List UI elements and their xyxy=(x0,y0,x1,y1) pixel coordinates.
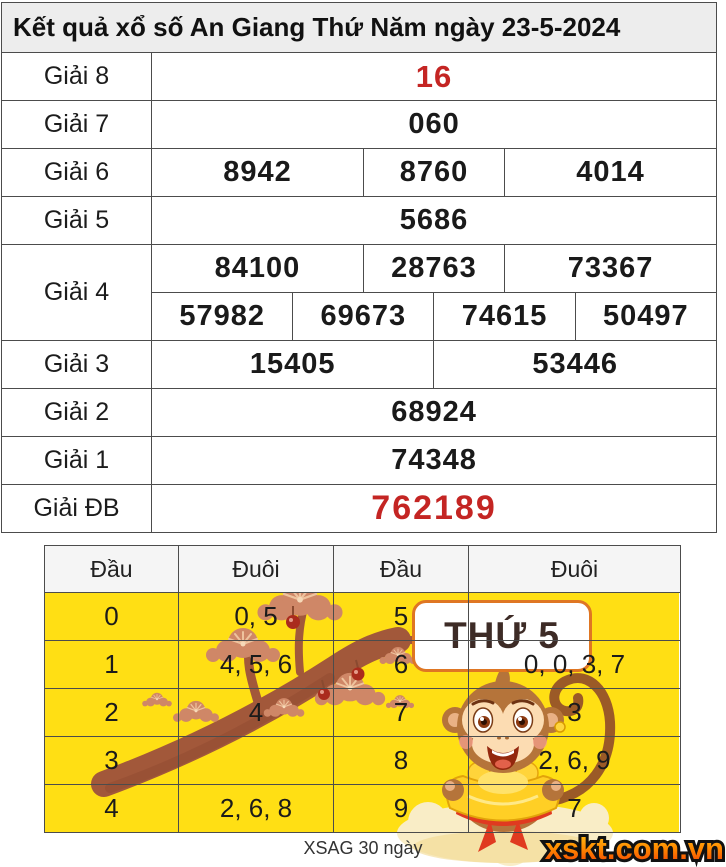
head-tail-table: Đầu Đuôi Đầu Đuôi 0 0, 5 5 1 4, 5, 6 6 0… xyxy=(44,545,681,833)
prize-value-g3-2: 53446 xyxy=(433,340,717,389)
duoi-cell: 0, 0, 3, 7 xyxy=(468,640,681,689)
prize-label-g8: Giải 8 xyxy=(0,52,153,101)
prize-value-g4-3: 73367 xyxy=(504,244,717,293)
col-header-duoi-left: Đuôi xyxy=(178,545,334,593)
results-table: Kết quả xổ số An Giang Thứ Năm ngày 23-5… xyxy=(0,2,718,533)
dau-cell: 3 xyxy=(44,736,179,785)
dau-cell: 2 xyxy=(44,688,179,737)
prize-value-g4-2: 28763 xyxy=(362,244,506,293)
tail-row-3: 3 8 2, 6, 9 xyxy=(44,736,681,785)
prize-value-g6-3: 4014 xyxy=(504,148,717,197)
prize-value-g4-4: 57982 xyxy=(151,292,294,341)
prize-label-g7: Giải 7 xyxy=(0,100,153,149)
duoi-cell: 3 xyxy=(468,688,681,737)
site-logo[interactable]: xskt.com.vn xskt.com.vn xyxy=(542,829,726,867)
dau-cell: 0 xyxy=(44,592,179,641)
duoi-cell: 7 xyxy=(468,784,681,833)
tail-row-4: 4 2, 6, 8 9 7 xyxy=(44,784,681,833)
prize-value-g6-2: 8760 xyxy=(362,148,506,197)
duoi-cell xyxy=(468,592,681,641)
dau-cell: 7 xyxy=(333,688,469,737)
page-title: Kết quả xổ số An Giang Thứ Năm ngày 23-5… xyxy=(1,2,717,53)
prize-value-g6-1: 8942 xyxy=(151,148,364,197)
duoi-cell: 2, 6, 8 xyxy=(178,784,334,833)
prize-value-g4-7: 50497 xyxy=(574,292,718,341)
dau-cell: 9 xyxy=(333,784,469,833)
prize-label-g1: Giải 1 xyxy=(0,436,153,485)
prize-value-g4-6: 74615 xyxy=(433,292,576,341)
prize-value-gdb: 762189 xyxy=(151,484,717,533)
duoi-cell: 4 xyxy=(178,688,334,737)
stats-30-day-link[interactable]: XSAG 30 ngày xyxy=(303,838,423,858)
prize-label-g3: Giải 3 xyxy=(0,340,153,389)
prize-label-g2: Giải 2 xyxy=(0,388,153,437)
dau-cell: 4 xyxy=(44,784,179,833)
duoi-cell: 0, 5 xyxy=(178,592,334,641)
col-header-dau-right: Đầu xyxy=(333,545,469,593)
dau-cell: 6 xyxy=(333,640,469,689)
prize-value-g5: 5686 xyxy=(151,196,717,245)
prize-value-g4-5: 69673 xyxy=(292,292,435,341)
prize-label-g4: Giải 4 xyxy=(0,244,153,341)
col-header-dau-left: Đầu xyxy=(44,545,179,593)
tail-row-0: 0 0, 5 5 xyxy=(44,592,681,641)
duoi-cell: 2, 6, 9 xyxy=(468,736,681,785)
prize-label-gdb: Giải ĐB xyxy=(0,484,153,533)
head-tail-header-row: Đầu Đuôi Đầu Đuôi xyxy=(44,545,681,593)
dau-cell: 8 xyxy=(333,736,469,785)
prize-value-g7: 060 xyxy=(151,100,717,149)
site-logo-text: xskt.com.vn xyxy=(544,831,724,866)
prize-label-g5: Giải 5 xyxy=(0,196,153,245)
prize-value-g8: 16 xyxy=(151,52,717,101)
prize-label-g6: Giải 6 xyxy=(0,148,153,197)
prize-value-g4-1: 84100 xyxy=(151,244,364,293)
dau-cell: 1 xyxy=(44,640,179,689)
prize-value-g1: 74348 xyxy=(151,436,717,485)
dau-cell: 5 xyxy=(333,592,469,641)
prize-value-g3-1: 15405 xyxy=(151,340,435,389)
tail-row-2: 2 4 7 3 xyxy=(44,688,681,737)
duoi-cell: 4, 5, 6 xyxy=(178,640,334,689)
tail-row-1: 1 4, 5, 6 6 0, 0, 3, 7 xyxy=(44,640,681,689)
duoi-cell xyxy=(178,736,334,785)
prize-value-g2: 68924 xyxy=(151,388,717,437)
col-header-duoi-right: Đuôi xyxy=(468,545,681,593)
